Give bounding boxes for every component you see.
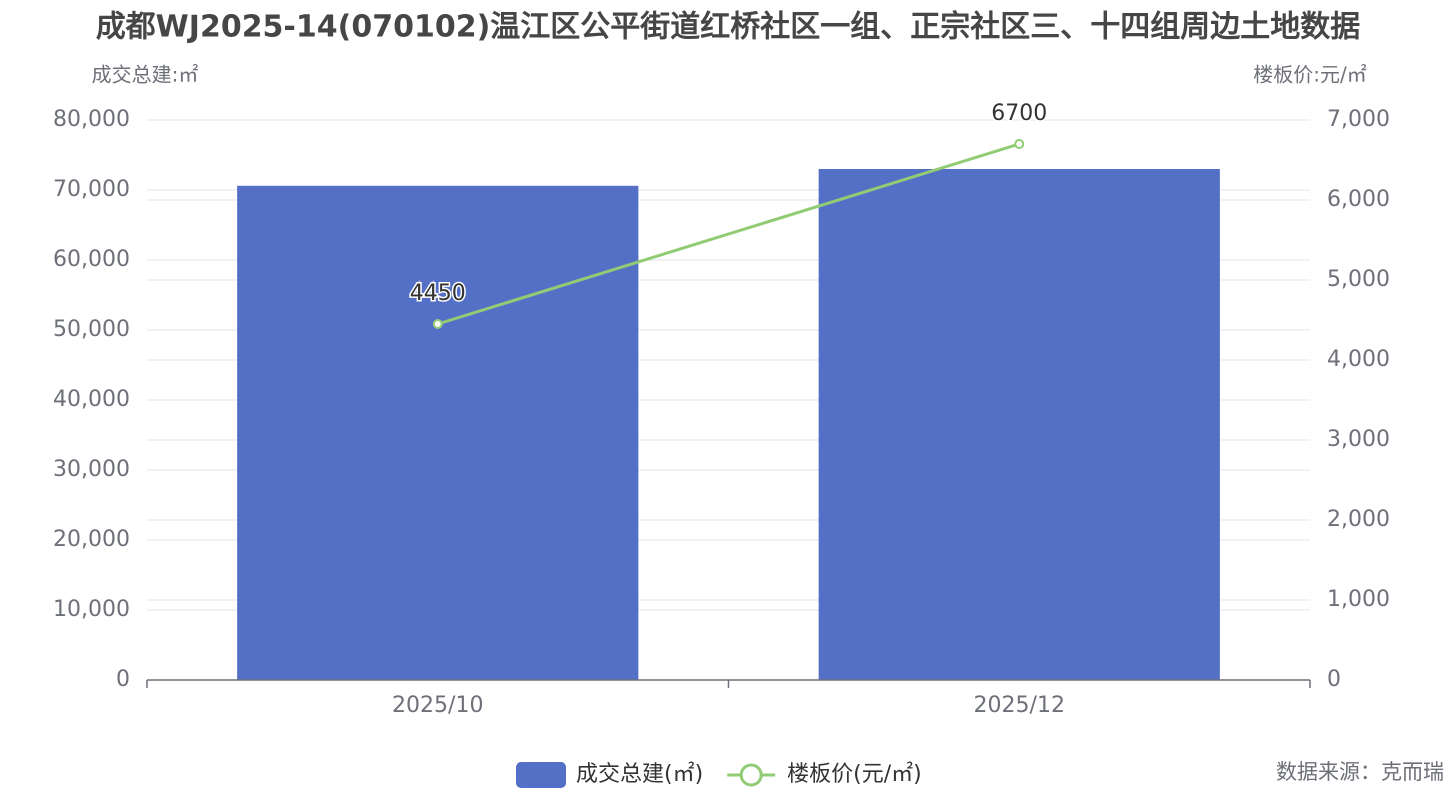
data-label: 4450 [410,281,466,306]
line-point [1014,139,1025,149]
y-tick-label: 50,000 [53,317,130,342]
y-tick-label: 10,000 [53,597,130,622]
legend-swatch [739,763,763,787]
legend-label[interactable]: 成交总建(㎡) [576,761,703,787]
y2-tick-label: 5,000 [1327,267,1390,292]
line-point [432,319,443,329]
y-tick-label: 70,000 [53,177,130,202]
y2-tick-label: 6,000 [1327,187,1390,212]
source: 数据来源：克而瑞 [1276,760,1444,784]
y2-tick-label: 3,000 [1327,427,1390,452]
y2-axis-label: 楼板价:元/㎡ [1253,63,1366,87]
y-tick-label: 0 [116,667,130,692]
y2-tick-label: 2,000 [1327,507,1390,532]
y2-tick-label: 0 [1327,667,1341,692]
y2-tick-label: 7,000 [1327,107,1390,132]
legend-swatch [516,762,566,788]
y-tick-label: 60,000 [53,247,130,272]
data-label: 6700 [991,101,1047,126]
x-tick-label: 2025/12 [974,693,1065,718]
bar [237,185,639,681]
y-tick-label: 80,000 [53,107,130,132]
y-tick-label: 20,000 [53,527,130,552]
x-tick-label: 2025/10 [392,693,483,718]
y2-tick-label: 1,000 [1327,587,1390,612]
legend-label[interactable]: 楼板价(元/㎡) [787,761,922,787]
chart-title: 成都WJ2025-14(070102)温江区公平街道红桥社区一组、正宗社区三、十… [96,10,1361,45]
bar [818,169,1220,680]
line [437,142,1020,326]
y-tick-label: 40,000 [53,387,130,412]
y-axis-label: 成交总建:㎡ [92,63,199,87]
y-tick-label: 30,000 [53,457,130,482]
y2-tick-label: 4,000 [1327,347,1390,372]
